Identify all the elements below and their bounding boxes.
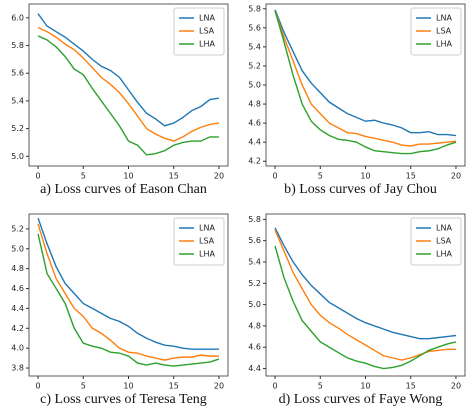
y-tick-label: 5.4: [248, 257, 261, 266]
y-tick-label: 6.0: [11, 13, 24, 22]
y-tick-label: 5.4: [248, 42, 261, 51]
x-tick-label: 10: [360, 172, 370, 181]
series-line: [37, 13, 220, 127]
chart-panel: 0 5 10 15 20 5.0 5.2 5.4 5.6 5.8 6.0 LNA LSA LHA a) Lo…: [11, 3, 229, 197]
legend-label: LSA: [436, 237, 452, 246]
legend: LNA LSA LHA: [410, 217, 462, 266]
y-tick-label: 5.2: [11, 224, 24, 233]
plot-frame: [28, 3, 229, 167]
y-tick-label: 4.6: [11, 284, 24, 293]
x-tick-label: 0: [272, 382, 277, 391]
y-tick-label: 4.8: [248, 321, 261, 330]
x-tick-label: 10: [360, 382, 370, 391]
legend-label: LNA: [436, 224, 452, 233]
caption: d) Loss curves of Faye Wong: [279, 392, 443, 407]
x-tick-label: 0: [35, 172, 40, 181]
series-line: [274, 10, 457, 147]
y-tick-label: 5.8: [248, 215, 261, 224]
y-tick-label: 3.8: [11, 364, 24, 373]
x-tick-label: 20: [214, 382, 224, 391]
legend-label: LSA: [199, 237, 215, 246]
x-tick-label: 10: [123, 382, 133, 391]
legend-label: LNA: [199, 224, 215, 233]
caption: a) Loss curves of Eason Chan: [40, 182, 207, 197]
x-tick-label: 20: [451, 172, 461, 181]
x-tick-label: 0: [272, 172, 277, 181]
x-tick-label: 0: [35, 382, 40, 391]
y-tick-label: 4.8: [11, 264, 24, 273]
y-tick-label: 5.2: [248, 61, 261, 70]
legend: LNA LSA LHA: [173, 7, 225, 56]
legend-label: LNA: [436, 14, 452, 23]
x-tick-label: 5: [318, 172, 323, 181]
y-tick-label: 5.2: [11, 124, 24, 133]
series-line: [37, 223, 219, 361]
y-tick-label: 4.6: [248, 119, 261, 128]
y-tick-label: 5.2: [248, 279, 261, 288]
y-tick-label: 5.0: [248, 81, 261, 90]
y-tick-label: 4.2: [11, 324, 24, 333]
x-tick-label: 5: [318, 382, 323, 391]
y-tick-label: 5.6: [11, 69, 24, 78]
legend-label: LHA: [199, 250, 215, 259]
y-tick-label: 5.0: [248, 300, 261, 309]
y-tick-label: 5.6: [248, 23, 261, 32]
x-tick-label: 20: [451, 382, 461, 391]
legend-label: LHA: [436, 250, 452, 259]
x-tick-label: 15: [406, 382, 416, 391]
x-tick-label: 15: [169, 172, 179, 181]
y-tick-label: 5.0: [11, 244, 24, 253]
series-line: [37, 35, 219, 156]
legend: LNA LSA LHA: [410, 7, 462, 56]
y-tick-label: 5.8: [11, 41, 24, 50]
series-line: [274, 9, 457, 137]
series-line: [274, 227, 457, 340]
x-tick-label: 10: [123, 172, 133, 181]
x-tick-label: 15: [406, 172, 416, 181]
y-tick-label: 4.4: [248, 364, 261, 373]
legend-label: LNA: [199, 14, 215, 23]
series-line: [274, 245, 457, 370]
x-tick-label: 5: [81, 382, 86, 391]
y-tick-label: 5.8: [248, 4, 261, 13]
y-tick-label: 4.6: [248, 343, 261, 352]
x-tick-label: 20: [214, 172, 224, 181]
y-tick-label: 5.6: [248, 236, 261, 245]
y-tick-label: 5.4: [11, 96, 24, 105]
chart-panel: 0 5 10 15 20 4.2 4.4 4.6 4.8 5.0 5.2 5.4 5.6 5.8 LNA LS…: [248, 3, 466, 197]
y-tick-label: 4.4: [11, 304, 24, 313]
plot-frame: [265, 213, 466, 377]
legend: LNA LSA LHA: [173, 217, 225, 266]
caption: b) Loss curves of Jay Chou: [284, 182, 437, 197]
series-line: [37, 26, 220, 142]
chart-panel: 0 5 10 15 20 3.8 4.0 4.2 4.4 4.6 4.8 5.0 5.2 LNA LSA LH…: [11, 213, 229, 407]
x-tick-label: 5: [81, 172, 86, 181]
y-tick-label: 4.2: [248, 157, 261, 166]
series-line: [37, 233, 220, 367]
y-tick-label: 4.0: [11, 344, 24, 353]
legend-label: LSA: [199, 27, 215, 36]
caption: c) Loss curves of Teresa Teng: [40, 392, 207, 407]
plot-frame: [265, 3, 466, 167]
y-tick-label: 4.8: [248, 100, 261, 109]
series-line: [274, 10, 457, 155]
y-tick-label: 5.0: [11, 152, 24, 161]
y-tick-label: 4.4: [248, 138, 261, 147]
legend-label: LHA: [436, 40, 452, 49]
legend-label: LSA: [436, 27, 452, 36]
chart-panel: 0 5 10 15 20 4.4 4.6 4.8 5.0 5.2 5.4 5.6 5.8 LNA LSA LH…: [248, 213, 466, 407]
x-tick-label: 15: [169, 382, 179, 391]
legend-label: LHA: [199, 40, 215, 49]
series-line: [37, 217, 219, 350]
plot-frame: [28, 213, 229, 377]
